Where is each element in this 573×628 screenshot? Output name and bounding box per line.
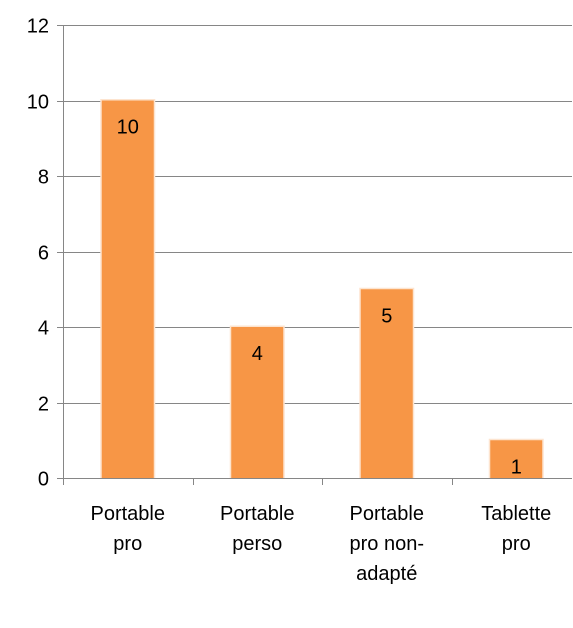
data-label: 5 [381,305,392,327]
y-tick-label: 2 [38,394,49,416]
x-category-label-line: perso [232,533,282,555]
y-tick-label: 8 [38,167,49,189]
labels: 0 2 4 6 8 10 12 10 Portable pro 4 Portable perso 5 Por… [27,16,552,586]
x-category-label-line: Portable [91,503,166,525]
x-category-label-line: Portable [350,503,425,525]
data-label: 4 [252,343,263,365]
y-tick-label: 0 [38,469,49,491]
bars [100,99,544,478]
y-tick-label: 10 [27,92,49,114]
x-category-label-line: pro [113,533,142,555]
y-tick-label: 6 [38,243,49,265]
bar [360,289,413,478]
bar [490,440,543,478]
x-category-label: Portable pro [91,503,166,555]
y-tick-label: 4 [38,318,49,340]
x-category-label-line: Tablette [481,503,551,525]
bar [231,327,284,478]
x-category-label: Tablette pro [481,503,551,555]
bar [101,100,154,478]
x-category-label-line: pro [502,533,531,555]
x-category-label-line: pro non- [350,533,425,555]
x-category-label: Portable perso [220,503,295,555]
data-label: 1 [511,456,522,478]
data-label: 10 [117,117,139,139]
axes [57,25,572,485]
x-category-label-line: Portable [220,503,295,525]
x-category-label-line: adapté [356,563,417,585]
y-tick-label: 12 [27,16,49,38]
x-category-label: Portable pro non-adapté [350,503,425,585]
